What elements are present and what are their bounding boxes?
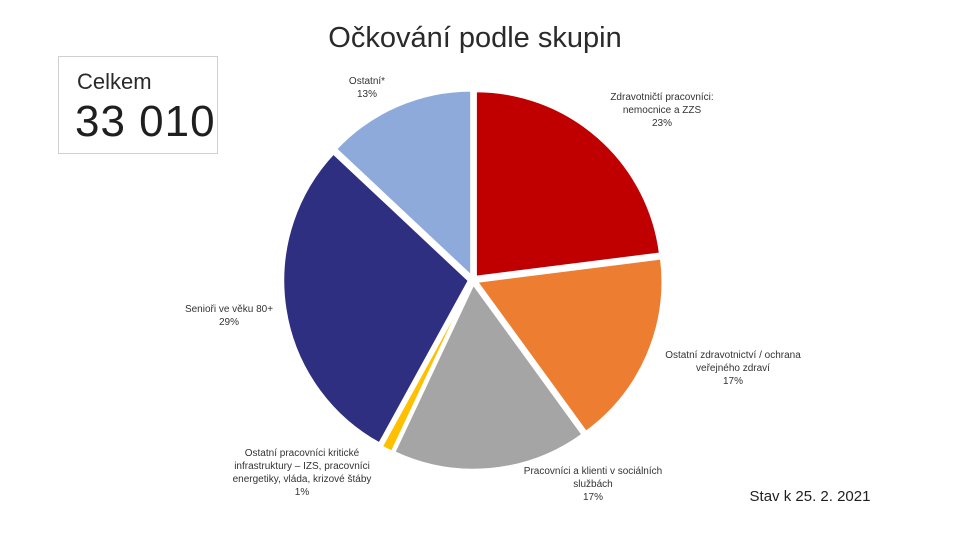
total-box: Celkem 33 010 xyxy=(58,56,218,154)
stand-date: Stav k 25. 2. 2021 xyxy=(749,488,871,505)
slice-label-0: Zdravotničtí pracovníci: nemocnice a ZZS 2… xyxy=(610,92,713,129)
pie-slice-4 xyxy=(281,151,471,446)
slice-label-3: Ostatní pracovníci kritické infrastruktur… xyxy=(233,448,372,498)
slice-label-2: Pracovníci a klienti v sociálních službác… xyxy=(524,466,662,503)
chart-title: Očkování podle skupin xyxy=(328,22,622,54)
slice-label-4: Senioři ve věku 80+ 29% xyxy=(185,304,273,328)
pie-slice-3 xyxy=(379,282,473,454)
pie-slice-2 xyxy=(392,281,585,472)
pie-slice-5 xyxy=(334,89,473,280)
slice-label-1: Ostatní zdravotnictví / ochrana veřejného… xyxy=(665,350,801,387)
total-label: Celkem xyxy=(77,69,152,94)
pie-slice-0 xyxy=(474,89,662,279)
pie-slice-1 xyxy=(474,256,664,434)
total-value: 33 010 xyxy=(75,97,216,146)
slice-label-5: Ostatní* 13% xyxy=(349,76,385,100)
